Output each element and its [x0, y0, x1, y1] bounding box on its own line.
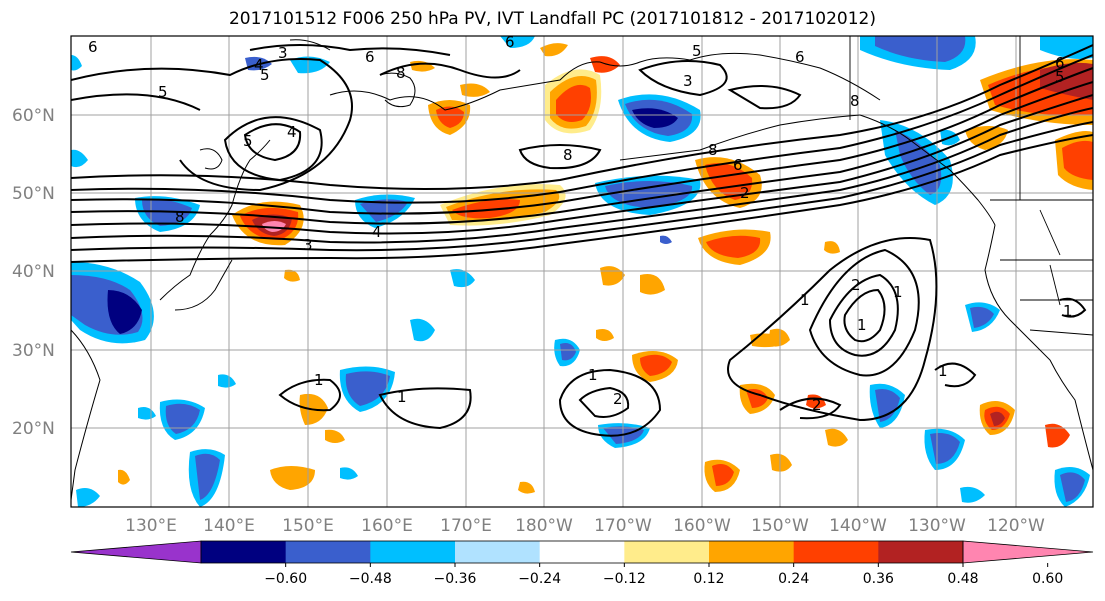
colorbar-segment: [709, 541, 795, 563]
contour-label: 6: [505, 33, 515, 51]
colorbar-segment: [539, 541, 625, 563]
colorbar: [70, 540, 1094, 564]
colorbar-tick-label: 0.60: [1032, 571, 1063, 587]
contour-label: 2: [613, 390, 623, 408]
lon-label: 120°W: [987, 516, 1045, 536]
colorbar-tick-label: −0.36: [434, 571, 477, 587]
lon-label: 160°E: [361, 516, 413, 536]
longitude-labels: 130°E 140°E 150°E 160°E 170°E 180°W 170°…: [125, 516, 1045, 536]
lon-label: 170°E: [440, 516, 492, 536]
map-frame: [70, 35, 1094, 508]
contour-label: 1: [1063, 302, 1073, 320]
cold-anomaly-shading: [71, 36, 1093, 507]
contour-label: 1: [893, 283, 903, 301]
colorbar-tick-label: −0.48: [349, 571, 392, 587]
colorbar-segment: [370, 541, 456, 563]
lat-label: 50°N: [12, 184, 55, 204]
colorbar-tick-label: 0.12: [693, 571, 724, 587]
contours: [71, 44, 1093, 437]
lon-label: 140°E: [203, 516, 255, 536]
contour-label: 1: [397, 388, 407, 406]
contour-label: 8: [708, 141, 718, 159]
lat-label: 30°N: [12, 341, 55, 361]
contour-label: 3: [303, 236, 313, 254]
contour-label: 4: [254, 56, 264, 74]
contour-labels: 6 3 4 5 6 8 5 4 5 6 3 5 6 8 8 8 6 2 8 4 …: [88, 33, 1073, 414]
contour-label: 6: [795, 48, 805, 66]
contour-label: 5: [243, 132, 253, 150]
contour-label: 4: [287, 123, 297, 141]
lon-label: 130°E: [125, 516, 177, 536]
lat-label: 40°N: [12, 262, 55, 282]
contour-label: 6: [733, 156, 743, 174]
contour-label: 3: [278, 44, 288, 62]
contour-label: 5: [158, 83, 168, 101]
colorbar-tick-label: 0.24: [778, 571, 809, 587]
graticule: [71, 36, 1093, 507]
contour-label: 4: [372, 223, 382, 241]
contour-label: 5: [692, 42, 702, 60]
lon-label: 160°W: [673, 516, 731, 536]
lon-label: 150°E: [282, 516, 334, 536]
contour-label: 1: [800, 291, 810, 309]
contour-label: 8: [563, 146, 573, 164]
map-title: 2017101512 F006 250 hPa PV, IVT Landfall…: [228, 9, 876, 29]
colorbar-tick-label: −0.60: [264, 571, 307, 587]
contour-label: 5: [260, 66, 270, 84]
colorbar-segment: [201, 541, 287, 563]
lat-label: 60°N: [12, 106, 55, 126]
colorbar-labels: −0.60 −0.48 −0.36 −0.24 −0.12 0.12 0.24 0.36 0.4…: [264, 563, 1063, 587]
colorbar-segment: [793, 541, 879, 563]
lon-label: 150°W: [751, 516, 809, 536]
contour-label: 1: [588, 366, 598, 384]
lon-label: 130°W: [908, 516, 966, 536]
latitude-labels: 60°N 50°N 40°N 30°N 20°N: [12, 106, 55, 439]
colorbar-segment: [624, 541, 710, 563]
borders: [849, 36, 1093, 336]
contour-label: 8: [850, 92, 860, 110]
contour-label: 2: [851, 276, 861, 294]
colorbar-outline: [200, 540, 964, 564]
coastlines: [71, 39, 1093, 501]
colorbar-tick-label: 0.36: [863, 571, 894, 587]
contour-label: 1: [938, 362, 948, 380]
contour-label: 6: [1055, 54, 1065, 72]
lat-label: 20°N: [12, 419, 55, 439]
lon-label: 170°W: [594, 516, 652, 536]
colorbar-extend-high: [962, 540, 1094, 564]
colorbar-tick-label: −0.12: [603, 571, 646, 587]
contour-label: 2: [812, 396, 822, 414]
contour-label: 5: [1055, 68, 1065, 86]
colorbar-segment: [285, 541, 371, 563]
colorbar-segment: [455, 541, 541, 563]
contour-label: 6: [88, 38, 98, 56]
contour-label: 1: [857, 316, 867, 334]
contour-label: 8: [175, 208, 185, 226]
colorbar-tick-label: 0.48: [947, 571, 978, 587]
colorbar-segment: [878, 541, 964, 563]
contour-label: 8: [396, 64, 406, 82]
contour-label: 2: [740, 184, 750, 202]
lon-label: 180°W: [515, 516, 573, 536]
lon-label: 140°W: [829, 516, 887, 536]
colorbar-extend-low: [70, 540, 202, 564]
contour-label: 3: [683, 72, 693, 90]
colorbar-tick-label: −0.24: [518, 571, 561, 587]
contour-label: 6: [365, 48, 375, 66]
contour-label: 1: [314, 371, 324, 389]
